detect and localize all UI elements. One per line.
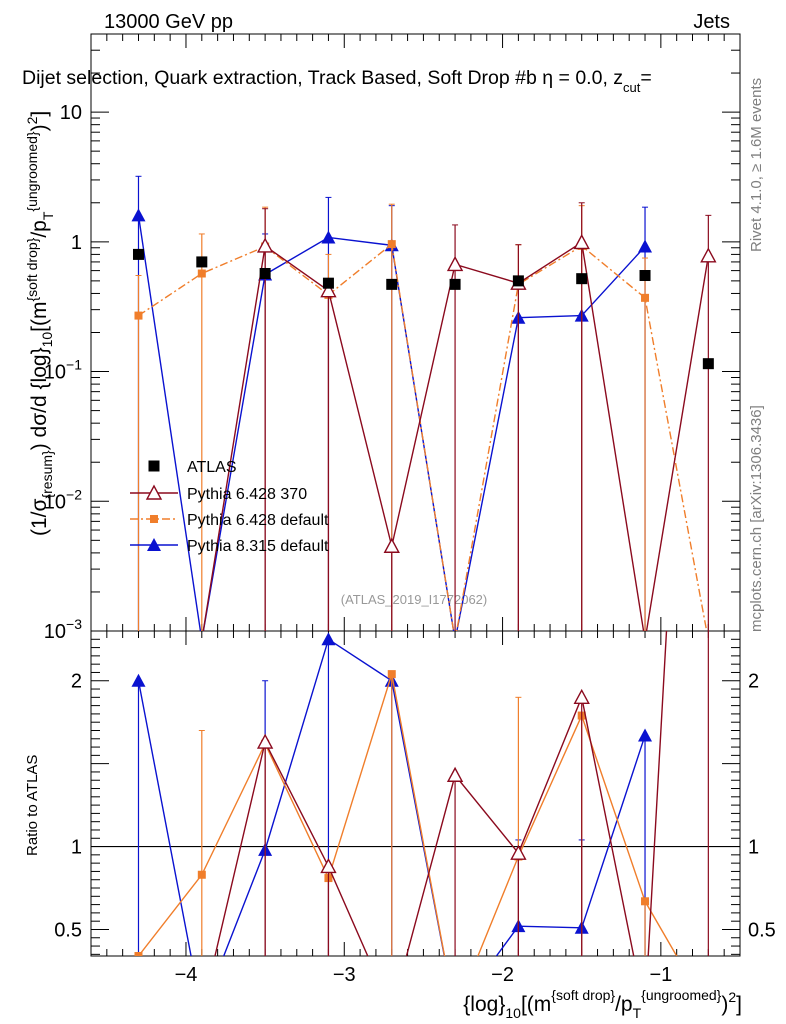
y-tick-label-ratio: 1	[71, 837, 82, 859]
main-atlas-marker	[449, 278, 461, 290]
main-pythia-6-428-370-marker	[573, 233, 590, 250]
main-pythia-6-428-370-marker	[320, 282, 337, 298]
main-series-group	[131, 175, 717, 631]
ratio-pythia-8-315-default-marker	[131, 673, 146, 687]
main-atlas-marker	[576, 273, 588, 285]
ratio-pythia-6-428-default-line	[137, 673, 678, 956]
legend-marker	[150, 515, 158, 523]
main-atlas-marker	[386, 278, 398, 290]
plot-title-main: Dijet selection, Quark extraction, Track…	[22, 67, 537, 89]
ratio-y-axis-title: Ratio to ATLAS	[24, 755, 41, 856]
plot-title-end: =	[640, 67, 651, 89]
main-pythia-6-428-370-marker	[256, 237, 274, 253]
ratio-pythia-6-428-370-marker	[320, 857, 337, 874]
x-tick-label: −1	[649, 964, 672, 986]
legend: ATLAS Pythia 6.428 370 Pythia 6.428 defaul…	[130, 459, 329, 555]
main-atlas-marker	[639, 270, 651, 282]
main-atlas-marker	[132, 248, 144, 260]
y-tick-label-main: 10−1	[44, 357, 82, 384]
axes-group: −4 −3 −2 −1 10−3 10−2 10−1 1 10 0.5 0.5 1 1 2 2	[44, 33, 776, 986]
ratio-pythia-6-428-default-marker	[641, 897, 650, 906]
ratio-series-group	[131, 631, 712, 1018]
main-pythia-6-428-370-marker	[383, 537, 400, 553]
main-pythia-8-315-default-marker	[638, 239, 653, 253]
ratio-pythia-6-428-370-line	[214, 631, 668, 956]
ratio-pythia-6-428-370-marker	[256, 733, 274, 749]
main-pythia-8-315-default-marker	[131, 208, 146, 222]
y-tick-label-main: 10−2	[44, 486, 82, 513]
main-pythia-6-428-default-marker	[197, 269, 206, 278]
energy-label: 13000 GeV pp	[104, 11, 233, 33]
x-axis-title: {log}10[(m{soft drop}/pT{ungroomed})2]	[463, 987, 742, 1021]
legend-entry-label: Pythia 6.428 default	[187, 512, 329, 529]
x-tick-label: −2	[491, 964, 514, 986]
ratio-pythia-6-428-default-marker	[451, 1008, 459, 1016]
ratio-pythia-8-315-default-marker	[321, 632, 336, 646]
y-tick-label-main: 1	[71, 232, 82, 254]
ratio-pythia-8-315-default-marker	[638, 728, 653, 742]
y-tick-label-ratio: 2	[71, 671, 82, 693]
plot-title-sub: cut	[623, 80, 641, 95]
main-pythia-6-428-default-marker	[641, 293, 650, 302]
ratio-pythia-8-315-default-marker	[448, 1005, 462, 1018]
category-label: Jets	[693, 11, 730, 33]
legend-marker	[148, 460, 160, 472]
legend-entry-label: ATLAS	[187, 459, 237, 476]
legend-marker	[147, 538, 161, 551]
main-atlas-marker	[196, 256, 208, 268]
legend-entry-label: Pythia 8.315 default	[187, 538, 329, 555]
y-tick-label-main: 10	[60, 102, 82, 124]
main-pythia-6-428-370-marker	[446, 255, 464, 272]
ratio-pythia-6-428-370-marker	[573, 688, 590, 705]
ratio-pythia-6-428-default-marker	[197, 870, 206, 879]
ratio-pythia-6-428-default-marker	[704, 1007, 712, 1015]
rivet-version-label: Rivet 4.1.0, ≥ 1.6M events	[748, 78, 765, 252]
ratio-pythia-6-428-default-marker	[134, 952, 143, 956]
ratio-pythia-8-315-default-marker	[195, 1005, 209, 1018]
x-tick-label: −4	[175, 964, 198, 986]
mcplots-label: mcplots.cern.ch [arXiv:1306.3436]	[748, 405, 765, 632]
main-pythia-6-428-default-marker	[134, 311, 143, 320]
main-atlas-marker	[259, 267, 271, 279]
y-tick-label-ratio-right: 1	[748, 837, 759, 859]
ratio-pythia-6-428-370-marker	[446, 766, 464, 782]
main-pythia-6-428-default-marker	[387, 240, 396, 249]
y-tick-label-ratio: 0.5	[54, 919, 82, 941]
y-tick-label-ratio-right: 0.5	[748, 919, 776, 941]
ratio-pythia-6-428-370-marker	[131, 1005, 145, 1018]
y-tick-label-main: 10−3	[44, 616, 82, 643]
y-tick-label-ratio-right: 2	[748, 671, 759, 693]
main-atlas-marker	[512, 275, 524, 287]
plot-title-eq: = 0.0, z	[559, 67, 624, 89]
ratio-pythia-6-428-370-marker	[385, 1004, 399, 1017]
legend-entry-label: Pythia 6.428 370	[187, 486, 307, 503]
ratio-pythia-6-428-default-marker	[387, 670, 396, 679]
main-pythia-6-428-370-marker	[700, 247, 717, 263]
ratio-plot-frame	[90, 630, 741, 957]
ratio-pythia-6-428-370-marker	[195, 1005, 209, 1018]
main-atlas-marker	[702, 358, 714, 370]
main-atlas-marker	[322, 277, 334, 289]
eta-symbol: η	[542, 67, 553, 89]
analysis-watermark: (ATLAS_2019_I1772062)	[341, 592, 487, 607]
main-y-axis-title: (1/σ{resum}) dσ/d {log}10[(m{soft drop}/…	[24, 111, 56, 536]
x-tick-label: −3	[333, 964, 356, 986]
ratio-pythia-6-428-370-marker	[510, 844, 527, 860]
plot-title: Dijet selection, Quark extraction, Track…	[22, 67, 652, 95]
main-pythia-6-428-370-line	[202, 241, 710, 631]
legend-marker	[145, 484, 163, 500]
main-pythia-8-315-default-marker	[321, 230, 336, 244]
